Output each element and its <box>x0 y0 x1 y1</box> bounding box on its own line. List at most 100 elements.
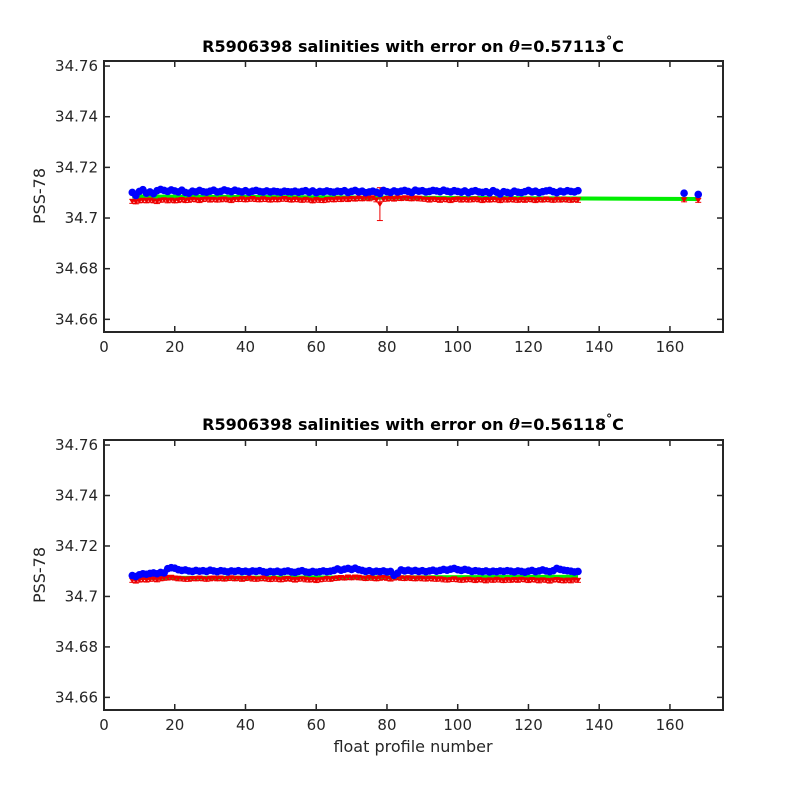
mapped-salinity-marker <box>362 576 369 582</box>
mapped-salinity-marker <box>521 198 528 204</box>
mapped-salinity-marker <box>267 577 274 583</box>
mapped-salinity-marker <box>514 198 521 204</box>
mapped-salinity-marker <box>567 578 574 584</box>
mapped-salinity-marker <box>274 197 281 203</box>
x-tick-label: 100 <box>443 338 472 356</box>
mapped-salinity-marker <box>567 198 574 204</box>
float-salinity-point <box>680 189 688 198</box>
mapped-salinity-marker <box>447 577 454 583</box>
mapped-salinity-marker <box>203 577 210 583</box>
chart-title: R5906398 salinities with error on θ=0.56… <box>202 412 624 434</box>
float-salinity-point <box>574 186 582 195</box>
mapped-salinity-marker <box>507 578 514 584</box>
mapped-salinity-marker <box>214 198 221 204</box>
mapped-salinity-marker <box>472 578 479 584</box>
mapped-salinity-marker <box>196 198 203 204</box>
mapped-salinity-marker <box>345 197 352 203</box>
mapped-salinity-marker <box>161 576 168 582</box>
axes-box <box>103 439 724 711</box>
mapped-salinity-marker <box>136 198 143 204</box>
mapped-salinity-marker <box>306 578 313 584</box>
mapped-salinity-marker <box>681 197 688 203</box>
title-text: R5906398 salinities with error on <box>202 415 509 434</box>
y-tick-label: 34.7 <box>65 587 98 605</box>
mapped-salinity-marker <box>157 576 164 582</box>
x-tick-label: 20 <box>165 338 184 356</box>
x-tick-label: 120 <box>514 338 543 356</box>
mapped-salinity-marker <box>383 196 390 202</box>
mapped-salinity-marker <box>171 198 178 204</box>
mapped-salinity-marker <box>373 197 380 203</box>
mapped-salinity-marker <box>380 197 387 203</box>
mapped-salinity-marker <box>490 578 497 584</box>
mapped-salinity-marker <box>320 198 327 204</box>
axes-box <box>103 60 724 333</box>
mapped-salinity-marker <box>256 576 263 582</box>
mapped-salinity-marker <box>391 197 398 203</box>
x-tick-label: 80 <box>377 716 396 734</box>
mapped-salinity-marker <box>207 576 214 582</box>
mapped-salinity-marker <box>536 578 543 584</box>
mapped-salinity-marker <box>479 198 486 204</box>
y-tick-label: 34.72 <box>55 537 98 555</box>
title-value: =0.56118 <box>520 415 606 434</box>
mapped-salinity-marker <box>221 577 228 583</box>
mapped-salinity-marker <box>175 198 182 204</box>
mapped-salinity-marker <box>532 198 539 204</box>
x-tick-label: 0 <box>99 716 109 734</box>
mapped-salinity-marker <box>231 576 238 582</box>
mapped-salinity-marker <box>281 577 288 583</box>
y-tick-label: 34.7 <box>65 209 98 227</box>
y-tick-label: 34.76 <box>55 436 98 454</box>
mapped-salinity-marker <box>574 198 581 204</box>
x-tick-label: 40 <box>236 338 255 356</box>
mapped-salinity-marker <box>143 577 150 583</box>
mapped-salinity-marker <box>246 197 253 203</box>
mapped-salinity-marker <box>557 198 564 204</box>
x-tick-label: 160 <box>656 338 685 356</box>
mapped-salinity-marker <box>461 577 468 583</box>
mapped-salinity-marker <box>164 575 171 581</box>
mapped-salinity-marker <box>228 198 235 204</box>
mapped-salinity-marker <box>323 197 330 203</box>
mapped-salinity-marker <box>253 577 260 583</box>
mapped-salinity-marker <box>341 576 348 582</box>
mapped-salinity-marker <box>401 576 408 582</box>
x-tick-label: 140 <box>585 716 614 734</box>
title-unit: C <box>612 415 624 434</box>
mapped-salinity-marker <box>451 197 458 203</box>
mapped-salinity-marker <box>550 578 557 584</box>
mapped-salinity-marker <box>359 196 366 202</box>
mapped-salinity-marker <box>200 197 207 203</box>
mapped-salinity-marker <box>185 198 192 204</box>
x-tick-label: 60 <box>307 338 326 356</box>
mapped-salinity-marker <box>327 577 334 583</box>
mapped-salinity-marker <box>483 578 490 584</box>
mapped-salinity-marker <box>422 577 429 583</box>
plot-area: 0 20 40 60 80 100 120 140 160 34.66 34.68 34.7 34.72… <box>55 57 724 356</box>
x-tick-label: 140 <box>585 338 614 356</box>
mapped-salinity-marker <box>458 578 465 584</box>
mapped-salinity-marker <box>373 576 380 582</box>
mapped-salinity-marker <box>299 198 306 204</box>
x-tick-label: 0 <box>99 338 109 356</box>
mapped-salinity-marker <box>398 196 405 202</box>
mapped-salinity-marker <box>426 197 433 203</box>
mapped-salinity-marker <box>352 197 359 203</box>
mapped-salinity-marker <box>366 196 373 202</box>
mapped-salinity-marker <box>334 576 341 582</box>
mapped-salinity-marker <box>412 576 419 582</box>
mapped-salinity-marker <box>320 577 327 583</box>
title-theta: θ <box>509 415 520 434</box>
mapped-salinity-marker <box>277 197 284 203</box>
mapped-salinity-marker <box>504 198 511 204</box>
mapped-salinity-marker <box>235 197 242 203</box>
mapped-salinity-marker <box>309 198 316 204</box>
chart-title: R5906398 salinities with error on θ=0.57… <box>202 34 624 56</box>
mapped-salinity-marker <box>330 197 337 203</box>
mapped-salinity-marker <box>154 199 161 205</box>
mapped-salinity-marker <box>539 198 546 204</box>
x-tick-label: 100 <box>443 716 472 734</box>
y-tick-label: 34.68 <box>55 638 98 656</box>
